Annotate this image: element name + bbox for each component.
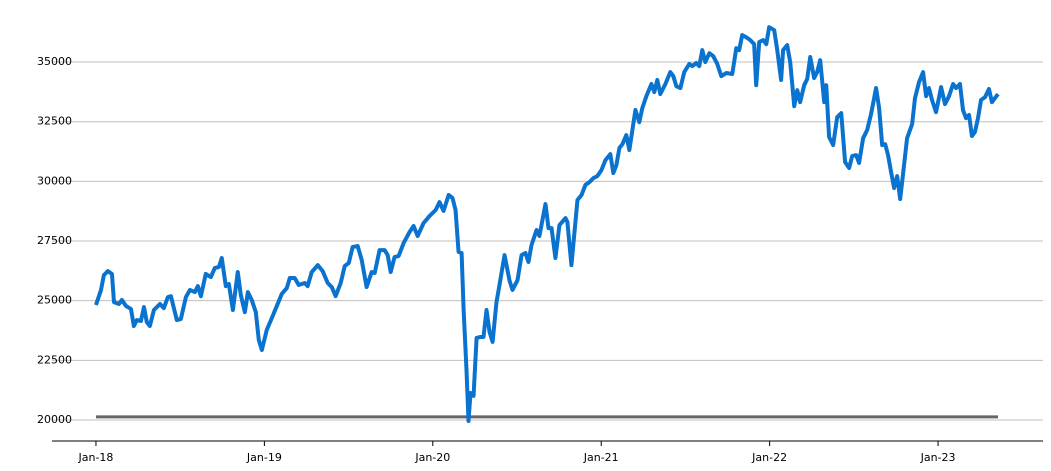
x-tick-label: Jan-21 <box>583 451 619 464</box>
y-tick-label: 22500 <box>37 353 72 366</box>
x-tick-label: Jan-19 <box>246 451 282 464</box>
y-tick-label: 25000 <box>37 294 72 307</box>
x-tick-label: Jan-22 <box>751 451 787 464</box>
y-tick-label: 27500 <box>37 234 72 247</box>
y-tick-label: 35000 <box>37 55 72 68</box>
y-tick-label: 30000 <box>37 174 72 187</box>
x-tick-label: Jan-23 <box>920 451 956 464</box>
x-tick-label: Jan-20 <box>414 451 450 464</box>
line-series <box>94 25 1000 423</box>
y-tick-label: 20000 <box>37 413 72 426</box>
y-tick-label: 32500 <box>37 115 72 128</box>
x-tick-label: Jan-18 <box>77 451 113 464</box>
